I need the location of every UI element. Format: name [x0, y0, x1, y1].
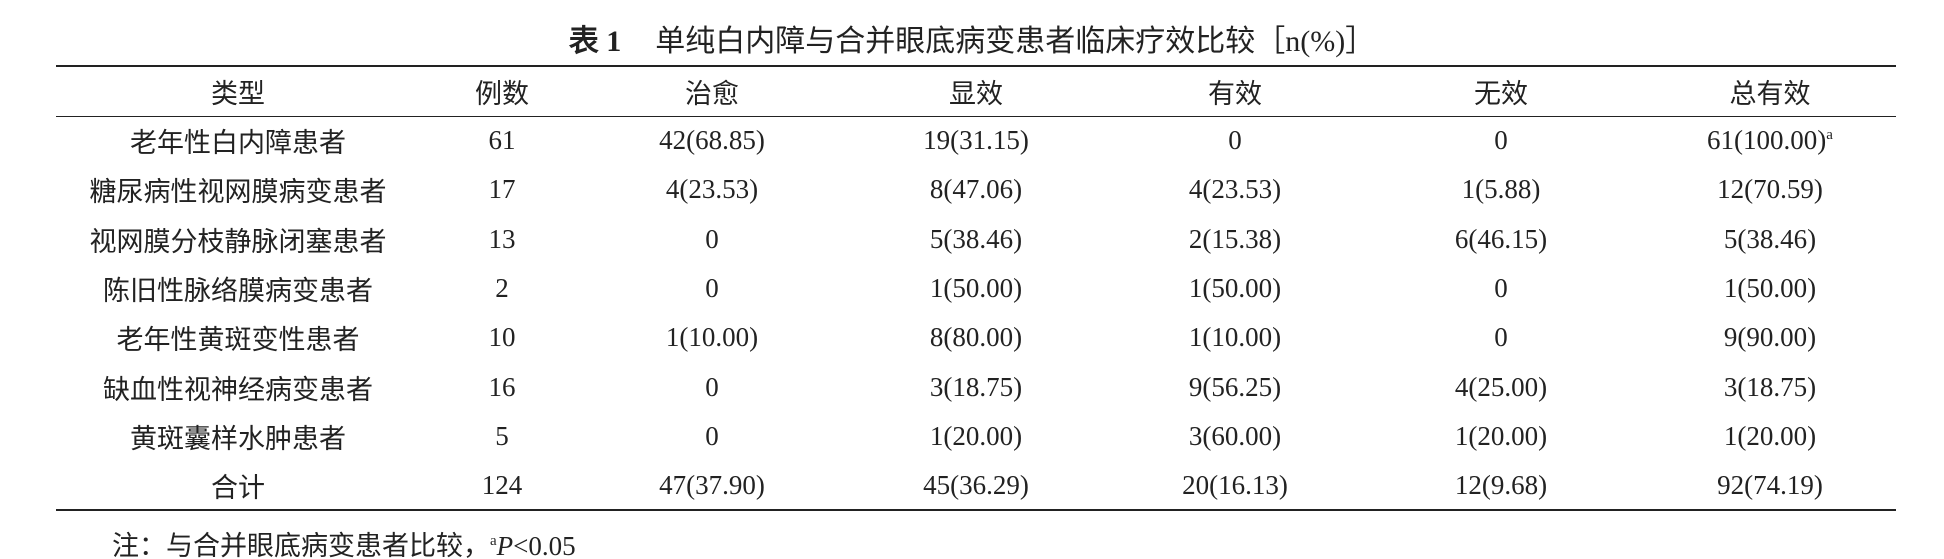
table-cell: 0 [705, 420, 719, 451]
table-cell: 缺血性视神经病变患者 [103, 374, 373, 405]
table-cell: 61(100.00)a [1644, 116, 1896, 165]
header-cell: 治愈 [685, 78, 739, 109]
table-cell: 45(36.29) [923, 469, 1029, 500]
table-cell: 2(15.38) [1188, 223, 1282, 254]
table-cell: 12(9.68) [1454, 469, 1548, 500]
table-row: 黄斑囊样水肿患者 5 0 1(20.00) 3(60.00) 1(20.00) 1(20.0… [56, 412, 1896, 461]
table-cell: 0 [1494, 322, 1508, 353]
table-cell: 9(56.25) [1188, 371, 1282, 402]
table-cell: 0 [705, 371, 719, 402]
header-cell: 总有效 [1729, 78, 1811, 109]
title-text: 单纯白内障与合并眼底病变患者临床疗效比较［n(%)］ [655, 25, 1376, 58]
table-cell: 1(20.00) [1723, 420, 1817, 451]
table-cell: 陈旧性脉络膜病变患者 [103, 276, 373, 307]
table-cell: 13 [488, 223, 516, 254]
note: 注：与合并眼底病变患者比较，aP<0.05 [112, 524, 576, 559]
table: 类型 例数 治愈 显效 有效 无效 总有效 老年性白内障患者 61 42(68.85) 19(31… [56, 65, 1896, 512]
table-cell: 8(47.06) [929, 174, 1023, 205]
cell-text: 61(100.00) [1707, 125, 1827, 156]
table-cell: 5 [495, 420, 509, 451]
header-cell: 类型 [211, 78, 265, 109]
table-cell: 1(5.88) [1461, 174, 1541, 205]
table-cell: 20(16.13) [1182, 469, 1288, 500]
table-body: 老年性白内障患者 61 42(68.85) 19(31.15) 0 0 61(100.00)… [56, 116, 1896, 510]
table-cell: 1(50.00) [1723, 273, 1817, 304]
table-cell: 1(50.00) [1188, 273, 1282, 304]
table-cell: 3(18.75) [1723, 371, 1817, 402]
note-sup: a [490, 533, 497, 549]
note-prefix: 注：与合并眼底病变患者比较， [112, 531, 490, 559]
table-cell: 17 [488, 174, 516, 205]
table-cell: 47(37.90) [659, 469, 765, 500]
table-row: 糖尿病性视网膜病变患者 17 4(23.53) 8(47.06) 4(23.53) 1(5… [56, 165, 1896, 214]
table-cell: 2 [495, 273, 509, 304]
table-row: 视网膜分枝静脉闭塞患者 13 0 5(38.46) 2(15.38) 6(46.15) 5(… [56, 215, 1896, 264]
table-cell: 4(23.53) [1188, 174, 1282, 205]
table-row: 合计 124 47(37.90) 45(36.29) 20(16.13) 12(9.68)… [56, 461, 1896, 510]
table-cell: 124 [481, 469, 523, 500]
table-row: 老年性白内障患者 61 42(68.85) 19(31.15) 0 0 61(100.00)… [56, 116, 1896, 165]
table-cell: 5(38.46) [1723, 223, 1817, 254]
header-row: 类型 例数 治愈 显效 有效 无效 总有效 [56, 66, 1896, 116]
table-cell: 8(80.00) [929, 322, 1023, 353]
table-cell: 10 [488, 322, 516, 353]
table-row: 老年性黄斑变性患者 10 1(10.00) 8(80.00) 1(10.00) 0 9(90… [56, 313, 1896, 362]
table-cell: 0 [705, 273, 719, 304]
table-cell: 92(74.19) [1717, 469, 1823, 500]
table-cell: 0 [1494, 125, 1508, 156]
table-cell: 1(10.00) [665, 322, 759, 353]
table-cell: 1(10.00) [1188, 322, 1282, 353]
note-italic: P [496, 531, 514, 559]
header-cell: 无效 [1474, 78, 1528, 109]
note-suffix: <0.05 [513, 531, 576, 559]
table-cell: 12(70.59) [1717, 174, 1823, 205]
cell-superscript: a [1826, 127, 1833, 144]
header-cell: 显效 [949, 78, 1003, 109]
table-cell: 6(46.15) [1454, 223, 1548, 254]
table-cell: 0 [705, 223, 719, 254]
table-cell: 3(18.75) [929, 371, 1023, 402]
table-cell: 1(50.00) [929, 273, 1023, 304]
header-cell: 例数 [475, 78, 529, 109]
header-cell: 有效 [1208, 78, 1262, 109]
table-cell: 3(60.00) [1188, 420, 1282, 451]
table-cell: 黄斑囊样水肿患者 [130, 423, 346, 454]
table-cell: 19(31.15) [923, 125, 1029, 156]
table-cell: 糖尿病性视网膜病变患者 [89, 177, 387, 208]
table-cell: 视网膜分枝静脉闭塞患者 [89, 226, 387, 257]
table-row: 陈旧性脉络膜病变患者 2 0 1(50.00) 1(50.00) 0 1(50.00) [56, 264, 1896, 313]
table-cell: 5(38.46) [929, 223, 1023, 254]
table-cell: 4(23.53) [665, 174, 759, 205]
table-cell: 1(20.00) [929, 420, 1023, 451]
title-label: 表 1 [568, 25, 622, 58]
table-row: 缺血性视神经病变患者 16 0 3(18.75) 9(56.25) 4(25.00) 3(1… [56, 362, 1896, 411]
table-cell: 4(25.00) [1454, 371, 1548, 402]
table-cell: 老年性黄斑变性患者 [116, 325, 360, 356]
table-cell: 16 [488, 371, 516, 402]
table-cell: 0 [1228, 125, 1242, 156]
table-cell: 老年性白内障患者 [130, 128, 346, 159]
table-cell: 9(90.00) [1723, 322, 1817, 353]
table-cell: 0 [1494, 273, 1508, 304]
table-cell: 1(20.00) [1454, 420, 1548, 451]
table-cell: 61 [488, 125, 516, 156]
table-title: 表 1 单纯白内障与合并眼底病变患者临床疗效比较［n(%)］ [0, 16, 1944, 60]
table-cell: 合计 [211, 472, 265, 503]
table-cell: 42(68.85) [659, 125, 765, 156]
